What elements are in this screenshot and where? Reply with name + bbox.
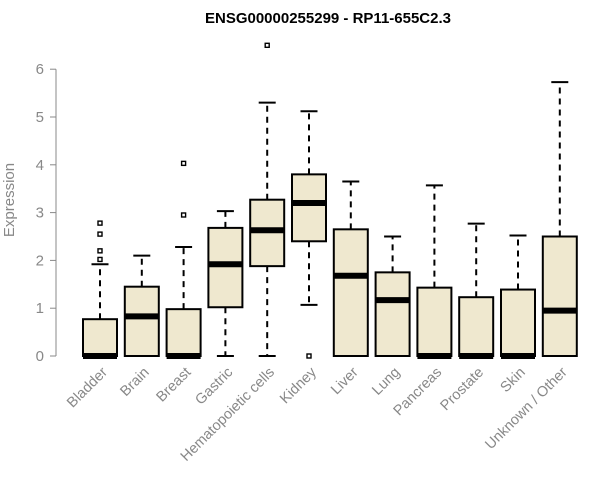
box-body (82, 318, 118, 357)
outlier-point (180, 212, 187, 218)
x-tick-label: Breast (153, 365, 194, 406)
y-tick-label: 6 (36, 61, 44, 78)
y-tick-label: 0 (36, 348, 44, 365)
box-body (332, 228, 369, 357)
box-unknown-other (541, 81, 578, 357)
outlier-point (306, 353, 312, 359)
x-tick-label: Bladder (64, 364, 111, 411)
outlier-point (180, 160, 187, 167)
y-tick-label: 1 (36, 300, 44, 317)
x-tick-label: Prostate (438, 365, 487, 414)
box-lung (374, 235, 411, 358)
box-gastric (207, 210, 244, 357)
box-skin (500, 234, 536, 359)
box-body (291, 173, 327, 243)
box-body (374, 271, 411, 358)
outlier-point (97, 248, 103, 254)
y-tick-label: 4 (36, 157, 44, 174)
outlier-point (97, 231, 103, 237)
y-tick-label: 5 (36, 109, 44, 126)
y-axis: 0 1 2 3 4 5 6 (36, 61, 57, 365)
x-tick-label: Skin (498, 365, 529, 396)
y-tick-label: 2 (36, 252, 44, 269)
box-pancreas (416, 184, 453, 359)
plot-area (82, 42, 578, 359)
box-body (165, 308, 202, 358)
x-tick-label: Brain (117, 365, 152, 400)
box-prostate (458, 222, 495, 359)
box-kidney (291, 110, 327, 359)
x-tick-label: Liver (328, 364, 362, 398)
box-body (416, 286, 453, 357)
box-brain (123, 254, 160, 357)
y-tick-label: 3 (36, 205, 44, 222)
box-bladder (82, 220, 118, 359)
x-tick-label: Lung (369, 365, 403, 399)
box-liver (332, 180, 369, 357)
box-body (207, 226, 244, 309)
outlier-point (97, 256, 103, 263)
x-tick-label: Kidney (277, 364, 320, 407)
y-axis-label: Expression (1, 163, 18, 237)
outlier-point (264, 42, 270, 48)
box-body (123, 285, 160, 357)
box-hematopoietic-cells (249, 42, 286, 357)
chart-title: ENSG00000255299 - RP11-655C2.3 (205, 10, 451, 27)
box-body (458, 296, 495, 357)
box-body (500, 288, 536, 358)
outlier-point (97, 220, 103, 226)
box-breast (165, 160, 202, 359)
box-body (541, 235, 578, 357)
